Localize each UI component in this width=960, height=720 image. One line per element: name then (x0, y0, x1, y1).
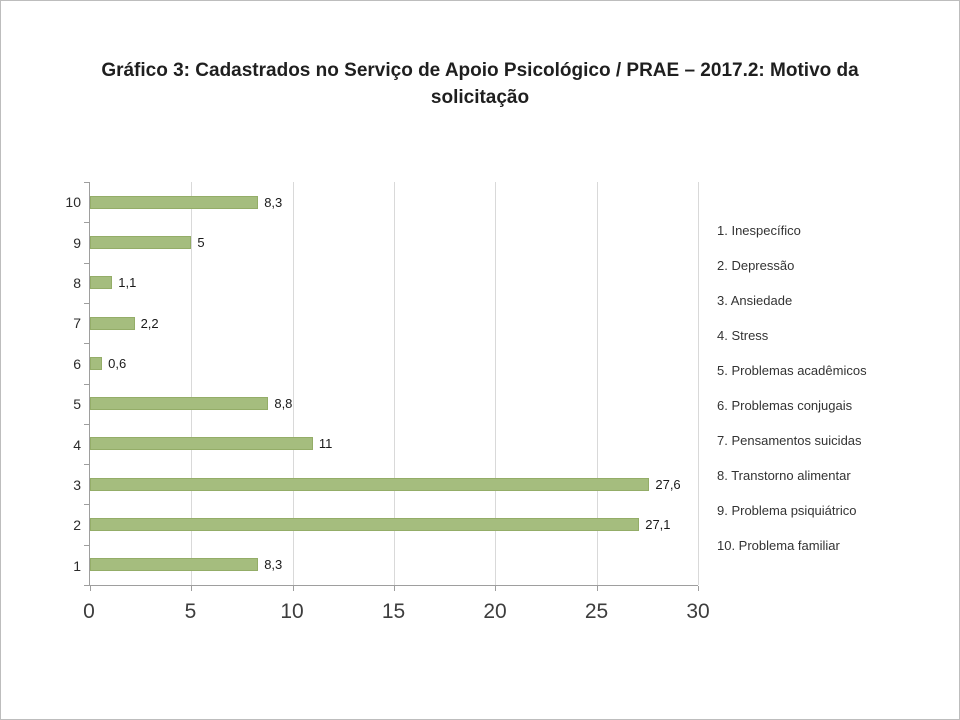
x-axis-tick-mark (90, 586, 91, 591)
bar-category-8 (90, 276, 113, 290)
y-axis-tick-mark (84, 585, 89, 586)
legend-item: 1. Inespecífico (717, 223, 801, 238)
value-label: 2,2 (140, 315, 159, 331)
x-axis-tick-mark (292, 586, 294, 591)
bar-category-9 (90, 235, 192, 249)
value-label: 1,1 (118, 275, 137, 291)
bar-row: 27,1 (90, 504, 698, 544)
x-axis-tick-mark (394, 586, 395, 591)
legend-item: 3. Ansiedade (717, 293, 793, 308)
y-axis-tick-mark (84, 544, 89, 546)
bar-category-7 (90, 316, 135, 330)
bar-row: 2,2 (90, 303, 698, 343)
bar-category-1 (90, 558, 259, 572)
bar-row: 11 (90, 424, 698, 464)
x-axis-tick-mark (596, 586, 598, 591)
y-axis-tick-mark (84, 302, 89, 304)
bar-row: 5 (90, 222, 698, 262)
category-label: 7 (73, 315, 81, 332)
chart-title: Gráfico 3: Cadastrados no Serviço de Apo… (61, 57, 899, 111)
bar-category-2 (90, 518, 640, 532)
x-axis-tick-mark (495, 586, 497, 591)
category-label: 5 (73, 396, 81, 413)
bar-row: 1,1 (90, 263, 698, 303)
bar-category-6 (90, 356, 103, 370)
x-axis-tick-mark (698, 586, 699, 591)
value-label: 27,1 (645, 517, 671, 533)
y-axis-tick-mark (84, 423, 89, 425)
x-axis-tick-label: 15 (381, 600, 406, 623)
y-axis-tick-mark (84, 343, 89, 345)
category-label: 10 (65, 194, 81, 211)
bar-rows: 8,3 5 1,1 2,2 0,6 8,8 11 27,6 27,1 8,3 (90, 182, 698, 585)
bar-category-5 (90, 397, 269, 411)
legend-item: 10. Problema familiar (717, 538, 840, 553)
category-label: 3 (73, 477, 81, 494)
legend-item: 5. Problemas acadêmicos (717, 363, 867, 378)
bar-row: 8,3 (90, 182, 698, 222)
category-label: 8 (73, 275, 81, 292)
legend-item: 7. Pensamentos suicidas (717, 433, 862, 448)
y-axis-tick-mark (84, 504, 89, 506)
category-label: 2 (73, 517, 81, 534)
x-axis-tick-label: 30 (686, 600, 710, 623)
legend-item: 6. Problemas conjugais (717, 398, 853, 413)
bar-category-3 (90, 477, 650, 491)
bar-row: 27,6 (90, 464, 698, 504)
value-label: 27,6 (655, 476, 681, 492)
y-axis-tick-mark (84, 222, 89, 224)
x-axis-tick-label: 25 (584, 600, 609, 623)
gridline (495, 182, 497, 585)
x-axis-tick-label: 20 (483, 600, 507, 623)
bar-row: 8,8 (90, 383, 698, 423)
x-axis-tick-labels: 0 5 10 15 20 25 30 (83, 600, 710, 630)
category-label: 6 (73, 355, 81, 372)
category-label: 1 (73, 557, 81, 574)
y-axis-tick-mark (84, 464, 89, 466)
bar-category-10 (90, 195, 259, 209)
value-label: 0,6 (108, 355, 127, 371)
chart-title-line-2: solicitação (430, 87, 530, 108)
y-axis-tick-mark (84, 262, 89, 264)
gridline (596, 182, 598, 585)
x-axis-tick-label: 10 (280, 600, 304, 623)
gridline (191, 182, 193, 585)
x-axis-tick-label: 0 (83, 600, 95, 623)
plot-area: 8,3 5 1,1 2,2 0,6 8,8 11 27,6 27,1 8,3 (84, 182, 699, 591)
category-label: 4 (73, 436, 81, 453)
gridline (394, 182, 395, 585)
legend: 1. Inespecífico 2. Depressão 3. Ansiedade 4… (717, 223, 867, 554)
x-axis-tick-mark (191, 586, 193, 591)
value-label: 8,3 (264, 557, 283, 573)
value-label: 11 (318, 436, 333, 452)
x-axis-tick-label: 5 (184, 600, 197, 623)
category-label: 9 (73, 234, 81, 251)
bar-row: 0,6 (90, 343, 698, 383)
legend-item: 8. Transtorno alimentar (717, 468, 851, 483)
y-axis-tick-mark (84, 182, 89, 183)
value-label: 8,8 (274, 396, 293, 412)
gridline (698, 182, 699, 585)
value-label: 5 (197, 234, 205, 250)
legend-item: 9. Problema psiquiátrico (717, 503, 857, 518)
bar-row: 8,3 (90, 545, 698, 585)
legend-item: 4. Stress (717, 328, 769, 343)
y-axis-tick-mark (84, 383, 89, 385)
legend-item: 2. Depressão (717, 258, 795, 273)
value-label: 8,3 (264, 194, 283, 210)
chart-title-line-1: Gráfico 3: Cadastrados no Serviço de Apo… (101, 60, 859, 81)
bar-category-4 (90, 437, 313, 451)
gridline (292, 182, 294, 585)
y-axis-category-labels: 10 9 8 7 6 5 4 3 2 1 (39, 182, 81, 586)
